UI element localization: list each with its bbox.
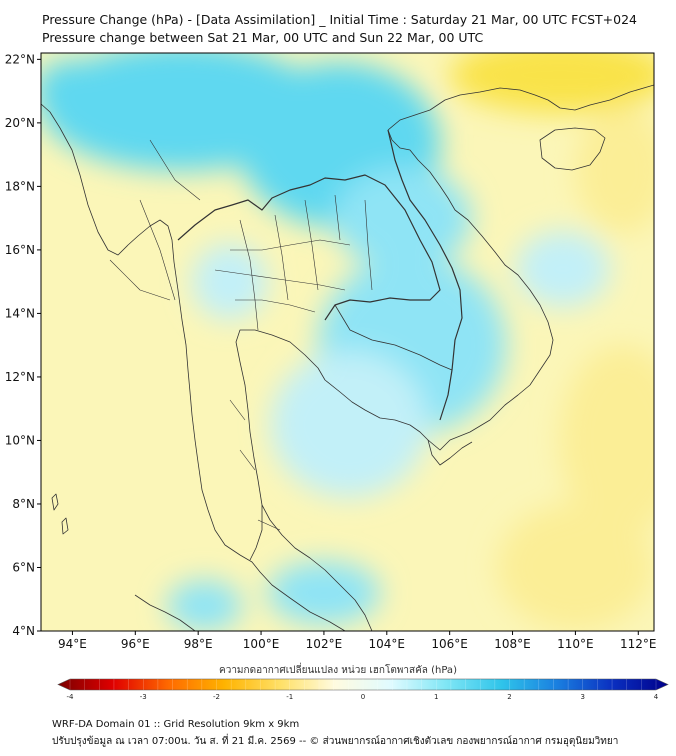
- coastlines-and-borders: [41, 84, 654, 631]
- lon-tick-label: 106°E: [431, 637, 468, 651]
- chart-title: Pressure Change (hPa) - [Data Assimilati…: [42, 12, 637, 27]
- map-frame: [40, 52, 655, 632]
- longitude-axis: 94°E 96°E 98°E 100°E 102°E 104°E 106°E 108°E 110…: [58, 631, 657, 651]
- lat-tick-label: 8°N: [12, 497, 35, 511]
- pressure-rise-region-5: [191, 243, 268, 320]
- footer-model-info: WRF-DA Domain 01 :: Grid Resolution 9km …: [52, 719, 300, 730]
- colorbar-tick-label: -4: [67, 693, 75, 701]
- china-coastline: [387, 84, 654, 131]
- pressure-rise-region-4: [270, 351, 428, 498]
- lat-tick-label: 12°N: [5, 370, 35, 384]
- colorbar-ticks: -4 -3 -2 -1 0 1 2 3 4: [67, 679, 659, 701]
- pressure-rise-region-6: [515, 230, 610, 308]
- pressure-rise-region-9: [41, 59, 111, 123]
- pressure-fall-region-0: [449, 53, 654, 114]
- lon-tick-label: 98°E: [184, 637, 213, 651]
- map-plot-area: [41, 53, 654, 631]
- lat-tick-label: 14°N: [5, 306, 35, 320]
- colorbar-tick-label: 2: [507, 693, 511, 701]
- hainan-island: [539, 127, 606, 171]
- lon-tick-label: 108°E: [494, 637, 531, 651]
- gulf-thailand-coastline: [235, 129, 554, 561]
- lon-tick-label: 104°E: [369, 637, 406, 651]
- lon-tick-label: 100°E: [243, 637, 280, 651]
- lon-tick-label: 102°E: [306, 637, 343, 651]
- colorbar-tick-label: -3: [140, 693, 147, 701]
- mekong-delta-coast: [427, 439, 473, 466]
- pressure-rise-region-8: [166, 580, 243, 631]
- colorbar-tick-label: 3: [581, 693, 585, 701]
- lat-tick-label: 20°N: [5, 116, 35, 130]
- malay-peninsula-coast: [261, 504, 373, 631]
- colorbar-tick-label: 1: [434, 693, 438, 701]
- pressure-fall-region-2: [559, 345, 654, 536]
- colorbar-tick-label: 0: [361, 693, 365, 701]
- lon-tick-label: 112°E: [620, 637, 657, 651]
- lat-tick-label: 22°N: [5, 52, 35, 66]
- lat-tick-label: 16°N: [5, 243, 35, 257]
- colorbar-title: ความกดอากาศเปลี่ยนแปลง หน่วย เฮกโตพาสคัล…: [219, 665, 457, 676]
- pressure-rise-region-7: [267, 561, 381, 625]
- sumatra-coast: [134, 594, 196, 631]
- lat-tick-label: 10°N: [5, 433, 35, 447]
- lon-tick-label: 110°E: [557, 637, 594, 651]
- footer-update-info: ปรับปรุงข้อมูล ณ เวลา 07:00น. วัน ส. ที่…: [52, 736, 619, 747]
- pressure-fall-region-3: [496, 503, 654, 631]
- colorbar-tick-label: -1: [286, 693, 293, 701]
- lat-tick-label: 4°N: [12, 624, 35, 638]
- andaman-islands: [51, 493, 69, 535]
- chart-subtitle: Pressure change between Sat 21 Mar, 00 U…: [42, 30, 484, 45]
- colorbar-tick-label: 4: [654, 693, 659, 701]
- myanmar-coastline: [41, 103, 346, 631]
- lon-tick-label: 94°E: [58, 637, 87, 651]
- cambodia-border: [334, 304, 453, 371]
- lat-tick-label: 18°N: [5, 179, 35, 193]
- colorbar: -4 -3 -2 -1 0 1 2 3 4: [57, 678, 669, 701]
- lat-tick-label: 6°N: [12, 560, 35, 574]
- colorbar-gradient: [57, 678, 669, 691]
- lon-tick-label: 96°E: [121, 637, 150, 651]
- latitude-axis: 22°N 20°N 18°N 16°N 14°N 12°N 10°N 8°N 6°N 4°N: [5, 52, 41, 638]
- pressure-fall-region-1: [575, 107, 654, 235]
- thailand-border: [177, 174, 441, 321]
- colorbar-tick-label: -2: [213, 693, 220, 701]
- province-lines: [109, 139, 373, 531]
